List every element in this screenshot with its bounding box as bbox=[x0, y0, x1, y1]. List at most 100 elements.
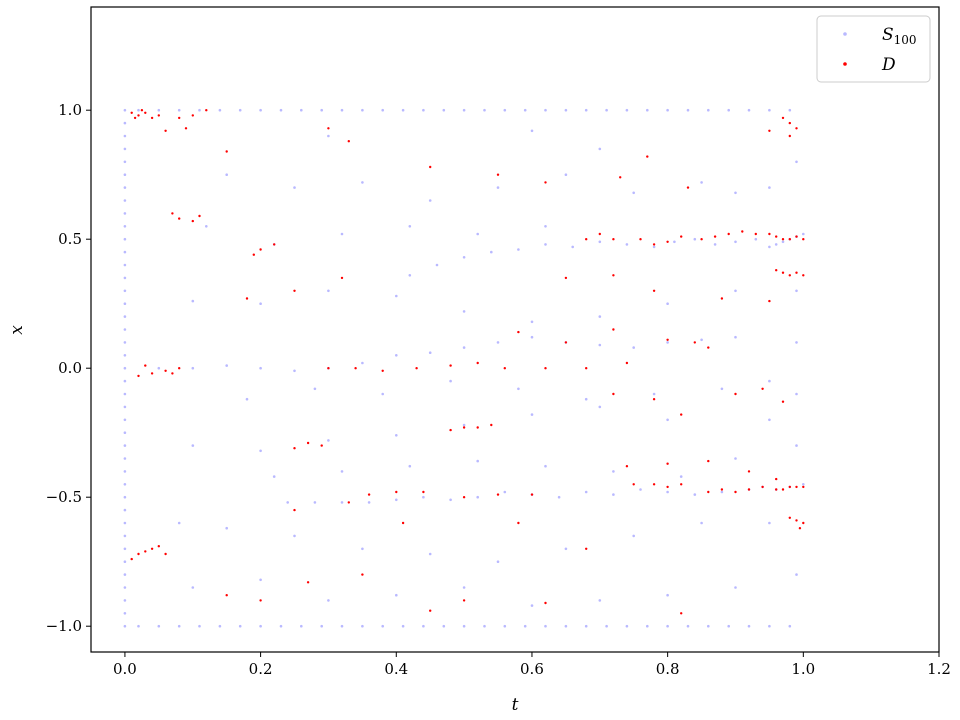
point bbox=[205, 109, 208, 112]
point bbox=[327, 127, 330, 130]
point bbox=[476, 495, 480, 499]
point bbox=[462, 426, 466, 429]
point bbox=[123, 302, 127, 306]
point bbox=[327, 134, 330, 138]
point bbox=[123, 379, 127, 383]
point bbox=[171, 212, 174, 215]
point bbox=[476, 459, 480, 463]
point bbox=[544, 367, 547, 370]
point bbox=[673, 240, 676, 244]
point bbox=[123, 483, 127, 486]
point bbox=[795, 341, 798, 344]
point bbox=[652, 245, 656, 249]
point bbox=[123, 418, 127, 422]
point bbox=[286, 501, 290, 504]
point bbox=[795, 235, 798, 238]
point bbox=[137, 114, 140, 117]
point bbox=[584, 624, 588, 628]
point bbox=[218, 624, 222, 628]
point bbox=[198, 214, 201, 218]
point bbox=[741, 230, 744, 233]
point bbox=[428, 552, 432, 556]
point bbox=[313, 501, 317, 504]
point bbox=[503, 624, 507, 628]
point bbox=[293, 508, 296, 512]
point bbox=[496, 493, 500, 496]
point bbox=[327, 599, 330, 602]
point bbox=[598, 232, 601, 236]
point bbox=[795, 127, 798, 130]
point bbox=[700, 238, 703, 241]
point bbox=[123, 225, 127, 228]
point bbox=[598, 315, 602, 318]
point bbox=[123, 276, 127, 280]
point bbox=[483, 108, 486, 112]
point bbox=[666, 108, 669, 112]
point bbox=[775, 235, 778, 238]
point bbox=[802, 238, 805, 241]
point bbox=[768, 418, 771, 422]
point bbox=[598, 599, 602, 602]
point bbox=[259, 366, 262, 370]
point bbox=[218, 108, 222, 112]
point bbox=[680, 413, 683, 416]
point bbox=[788, 134, 791, 138]
point bbox=[666, 341, 669, 344]
point bbox=[774, 243, 778, 246]
point bbox=[530, 335, 534, 339]
point bbox=[327, 367, 330, 370]
point bbox=[666, 624, 669, 628]
point bbox=[428, 351, 432, 355]
point bbox=[788, 121, 791, 125]
point bbox=[544, 181, 547, 184]
point bbox=[123, 212, 127, 215]
point bbox=[747, 488, 751, 491]
point bbox=[361, 573, 364, 576]
point bbox=[273, 243, 276, 246]
point bbox=[320, 108, 324, 112]
point bbox=[490, 250, 493, 254]
point bbox=[422, 495, 425, 499]
points-layer bbox=[123, 108, 805, 628]
point bbox=[802, 483, 805, 486]
point bbox=[666, 593, 669, 597]
point bbox=[462, 310, 466, 313]
point bbox=[585, 367, 588, 370]
point bbox=[802, 521, 805, 525]
point bbox=[157, 108, 161, 112]
point bbox=[530, 604, 534, 607]
point bbox=[259, 248, 262, 251]
point bbox=[788, 238, 791, 241]
point bbox=[700, 181, 703, 184]
point bbox=[795, 573, 798, 576]
point bbox=[367, 501, 371, 504]
point bbox=[530, 320, 534, 324]
point bbox=[130, 557, 133, 561]
point bbox=[612, 493, 615, 496]
point bbox=[727, 232, 730, 236]
point bbox=[598, 240, 602, 244]
point bbox=[123, 366, 127, 370]
point bbox=[354, 367, 357, 370]
point bbox=[503, 108, 507, 112]
point bbox=[462, 586, 466, 589]
point bbox=[544, 464, 547, 468]
point bbox=[340, 624, 344, 628]
point bbox=[781, 271, 785, 274]
point bbox=[802, 274, 805, 277]
point bbox=[781, 488, 785, 491]
point bbox=[177, 108, 181, 112]
point bbox=[361, 181, 364, 184]
point bbox=[679, 475, 683, 478]
x-tick-label: 1.2 bbox=[927, 660, 951, 678]
legend-box bbox=[816, 15, 931, 83]
point bbox=[781, 116, 785, 120]
point bbox=[598, 405, 602, 409]
point bbox=[666, 302, 669, 306]
point bbox=[164, 552, 167, 556]
series-1 bbox=[130, 109, 805, 615]
point bbox=[259, 578, 262, 582]
point bbox=[713, 243, 717, 246]
point bbox=[619, 176, 622, 179]
point bbox=[140, 109, 144, 112]
